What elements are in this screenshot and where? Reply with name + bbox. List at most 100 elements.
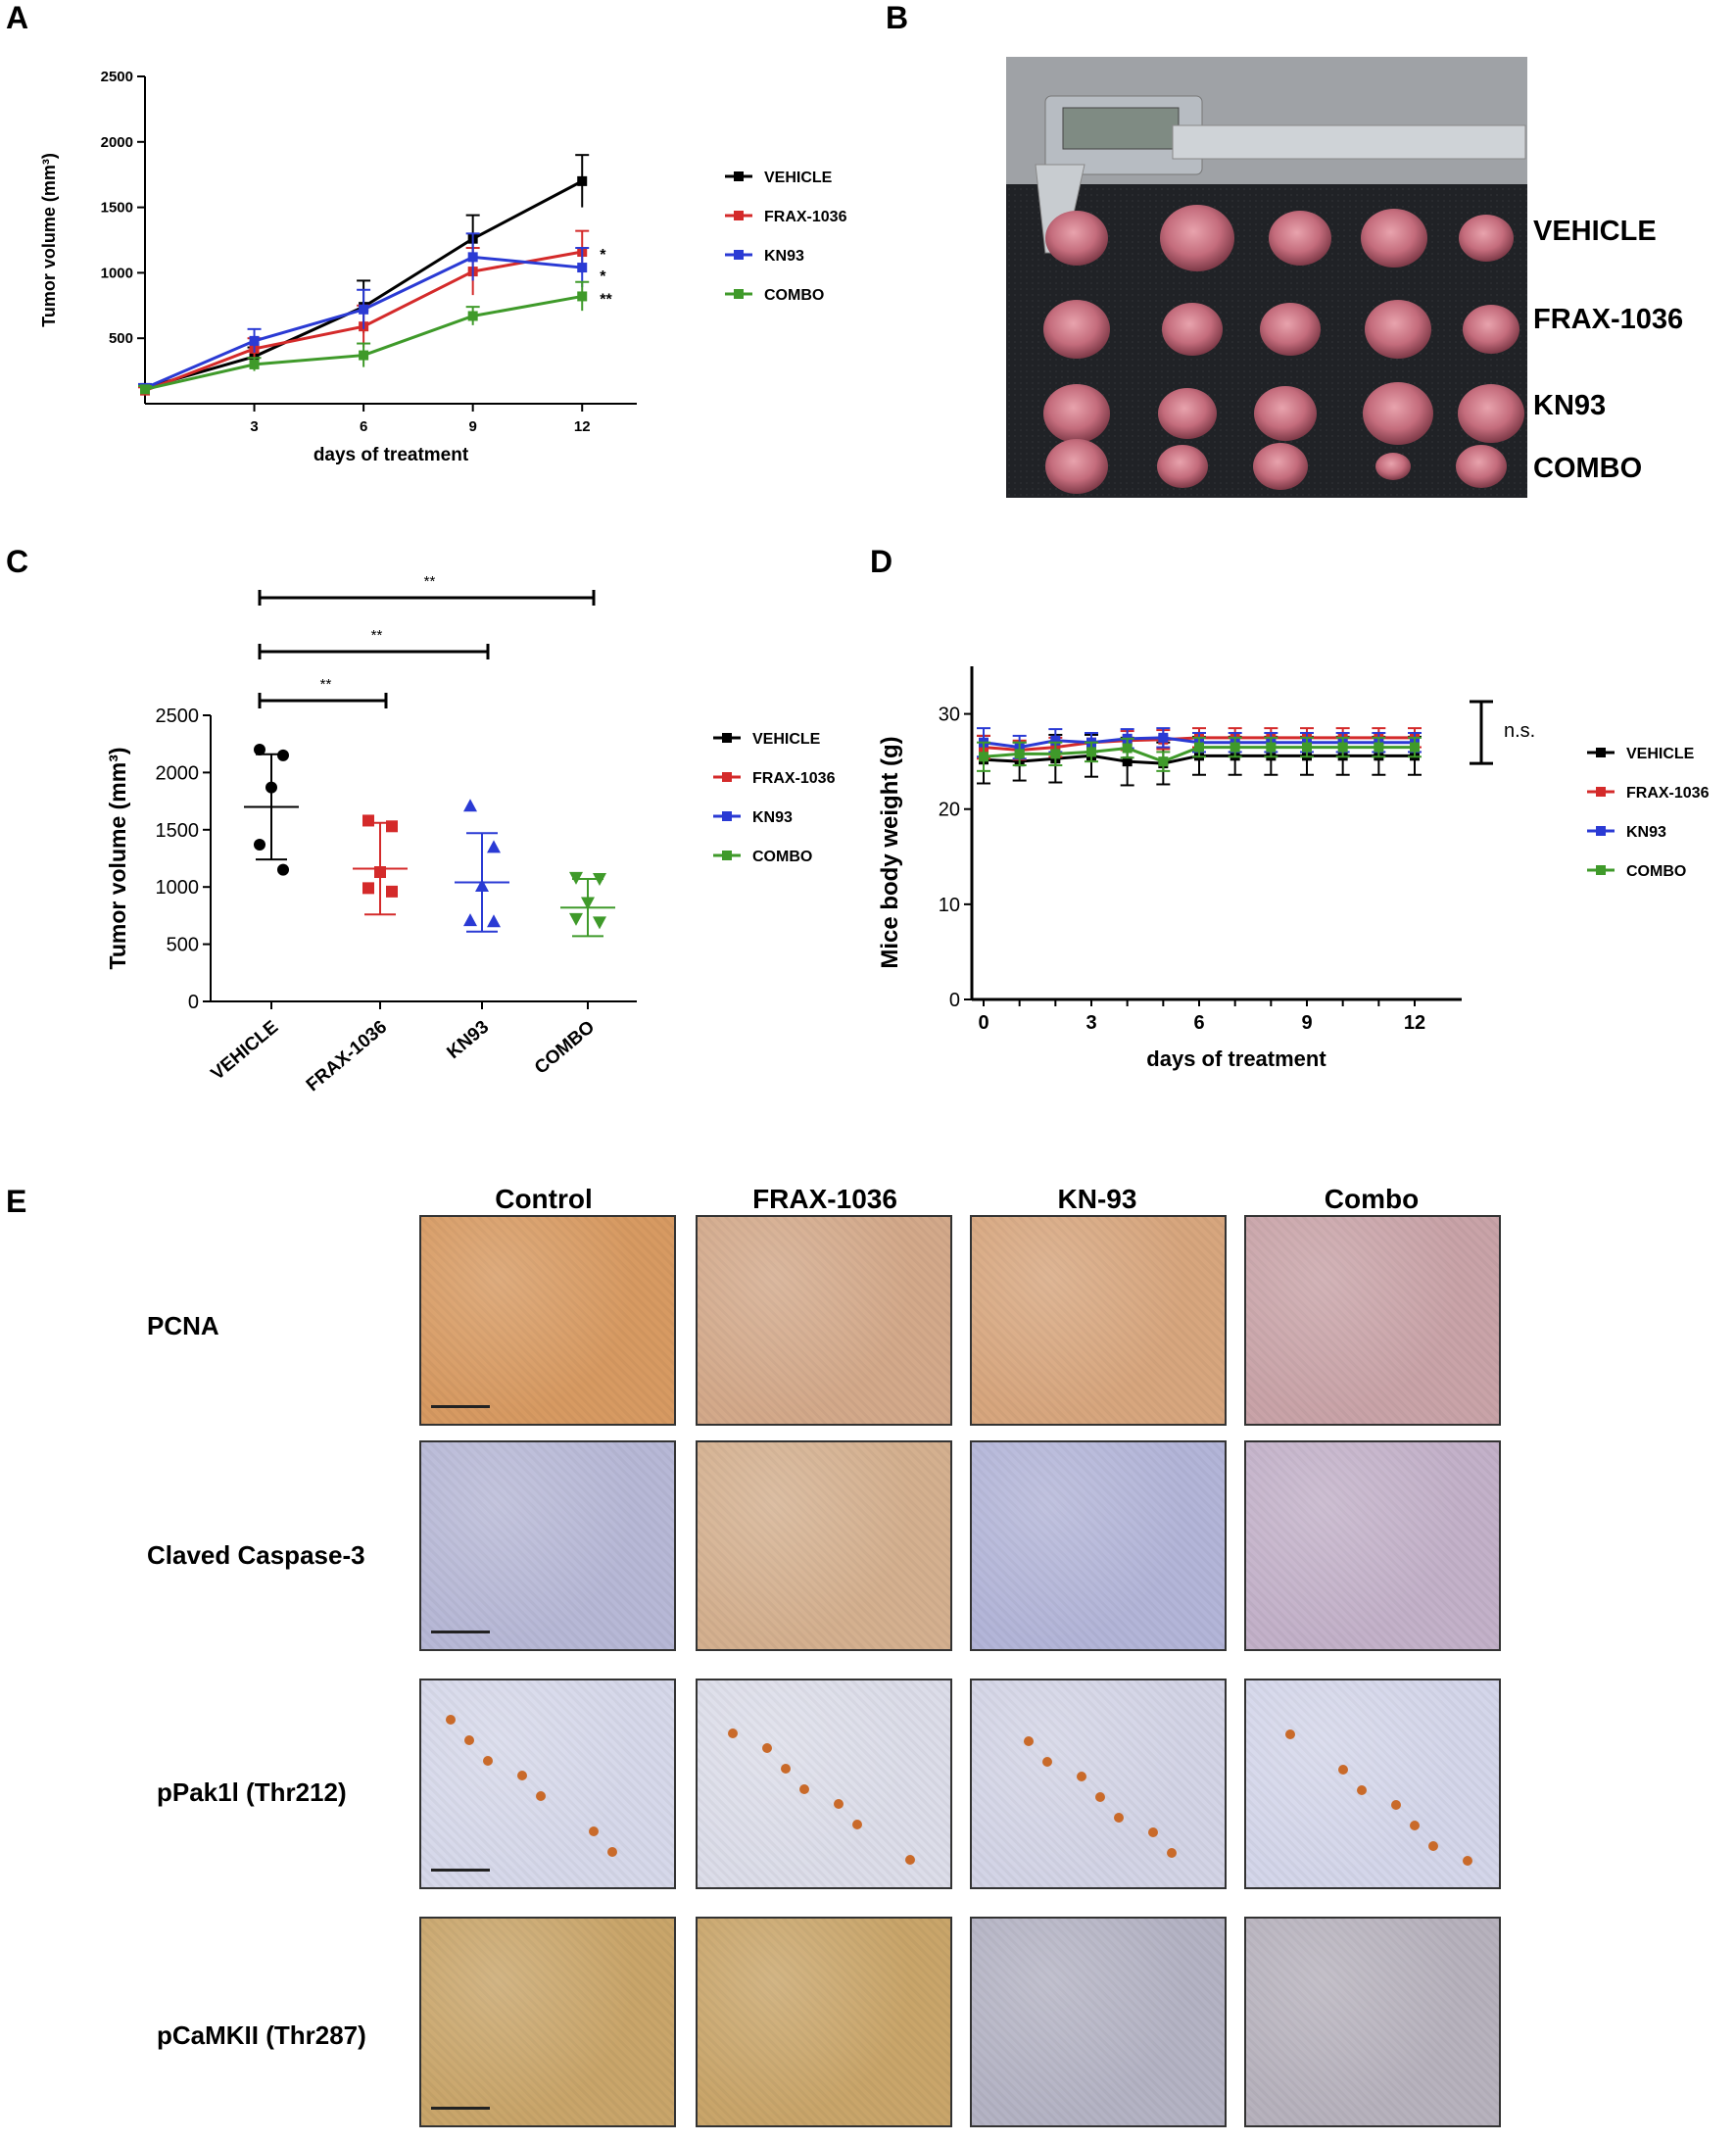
d-point-3-5 xyxy=(1158,756,1169,767)
chart-c-tumor-volume-scatter: 0 500 1000 1500 2000 2500 Tumor volume (mm³) VE… xyxy=(105,573,836,1095)
ihc-stain-spots xyxy=(446,1715,617,1857)
ihc-row-ppak1: pPak1l (Thr212) xyxy=(157,1777,347,1807)
ihc-spot-1-3 xyxy=(781,1764,791,1774)
ihc-image-r0-c2 xyxy=(970,1215,1227,1426)
d-ns-label: n.s. xyxy=(1504,720,1535,742)
ihc-spot-1-0 xyxy=(762,1743,772,1753)
panel-letter-b: B xyxy=(886,0,909,35)
a-ylabel: Tumor volume (mm³) xyxy=(39,153,59,327)
c-point-0-4 xyxy=(277,863,289,876)
ihc-spot-0-4 xyxy=(536,1791,546,1801)
d-point-0-4 xyxy=(1122,756,1133,767)
a-xtick-label-1: 6 xyxy=(360,418,367,435)
ihc-image-r1-c1 xyxy=(696,1440,952,1651)
scale-bar xyxy=(431,1869,490,1872)
c-legend-marker-2 xyxy=(722,811,732,821)
ihc-image-r3-c0 xyxy=(419,1917,676,2127)
tumor-sample-2-1 xyxy=(1158,388,1217,439)
ihc-spot-3-3 xyxy=(1410,1821,1420,1830)
photo-label-kn93: KN93 xyxy=(1533,390,1607,421)
tumor-sample-1-4 xyxy=(1463,305,1519,354)
c-point-3-3 xyxy=(569,912,583,926)
tumor-sample-1-2 xyxy=(1260,303,1321,356)
a-ytick-label-4: 2500 xyxy=(101,69,133,85)
ihc-spot-3-4 xyxy=(1285,1729,1295,1739)
c-point-1-0 xyxy=(362,814,374,827)
ihc-image-r3-c1 xyxy=(696,1917,952,2127)
a-point-3-3 xyxy=(467,311,478,321)
c-point-1-3 xyxy=(362,882,374,895)
ihc-image-r0-c1 xyxy=(696,1215,952,1426)
photo-label-frax: FRAX-1036 xyxy=(1533,304,1684,335)
a-legend-label-1: FRAX-1036 xyxy=(764,209,847,225)
a-point-3-2 xyxy=(359,350,369,361)
a-point-3-4 xyxy=(577,291,588,302)
c-ytick-label-4: 2000 xyxy=(156,762,200,784)
c-point-3-1 xyxy=(593,873,606,887)
ihc-spot-2-0 xyxy=(1077,1772,1086,1781)
a-legend-marker-3 xyxy=(734,289,744,299)
panel-letter-d: D xyxy=(870,544,893,579)
ihc-col-combo: Combo xyxy=(1324,1184,1420,1214)
tumor-samples xyxy=(1043,205,1524,494)
tumor-photo-illustration xyxy=(1006,57,1527,498)
a-legend-label-2: KN93 xyxy=(764,248,804,265)
ihc-spot-0-2 xyxy=(589,1826,599,1836)
d-legend-label-1: FRAX-1036 xyxy=(1626,785,1710,802)
c-point-2-4 xyxy=(487,914,501,928)
d-xtick-label-4: 12 xyxy=(1404,1012,1425,1034)
ihc-stain-spots xyxy=(1285,1729,1472,1866)
d-legend-marker-0 xyxy=(1596,748,1606,757)
ihc-image-r2-c3 xyxy=(1244,1679,1501,1889)
c-ytick-label-1: 500 xyxy=(167,935,199,956)
d-xlabel: days of treatment xyxy=(1146,1047,1326,1071)
ihc-row-pcamkii: pCaMKII (Thr287) xyxy=(157,2020,366,2050)
d-xtick-label-2: 6 xyxy=(1193,1012,1204,1034)
a-ytick-label-3: 2000 xyxy=(101,134,133,151)
a-signif-1: * xyxy=(600,268,606,285)
ihc-spot-2-2 xyxy=(1024,1736,1034,1746)
scale-bar xyxy=(431,2107,490,2110)
d-point-3-2 xyxy=(1050,749,1061,759)
d-point-3-0 xyxy=(979,752,989,762)
c-bracket-label-1: ** xyxy=(371,627,383,644)
c-point-1-4 xyxy=(386,885,398,898)
c-point-1-1 xyxy=(386,820,398,833)
d-legend-label-0: VEHICLE xyxy=(1626,746,1695,762)
d-point-3-1 xyxy=(1014,749,1025,759)
ihc-col-frax: FRAX-1036 xyxy=(752,1184,897,1214)
c-legend-label-1: FRAX-1036 xyxy=(752,770,836,787)
d-xtick-label-1: 3 xyxy=(1085,1012,1096,1034)
ihc-col-control: Control xyxy=(495,1184,593,1214)
d-point-3-11 xyxy=(1374,742,1384,753)
d-ytick-label-2: 20 xyxy=(939,800,960,821)
chart-d-body-weight: 0 10 20 30 0 3 6 9 12 days of treatment Mice body … xyxy=(877,666,1710,1071)
c-point-2-1 xyxy=(487,840,501,853)
panel-letter-a: A xyxy=(6,0,29,35)
tumor-sample-0-0 xyxy=(1045,211,1108,266)
ihc-spot-3-1 xyxy=(1463,1856,1472,1866)
d-legend-marker-1 xyxy=(1596,787,1606,797)
a-legend-marker-1 xyxy=(734,211,744,220)
c-legend-label-0: VEHICLE xyxy=(752,731,821,748)
d-xtick-label-3: 9 xyxy=(1301,1012,1312,1034)
ihc-row-caspase: Claved Caspase-3 xyxy=(147,1540,365,1570)
a-point-3-0 xyxy=(140,384,150,395)
ihc-spot-2-1 xyxy=(1148,1827,1158,1837)
d-ytick-label-0: 0 xyxy=(949,990,960,1011)
c-ytick-label-2: 1000 xyxy=(156,877,200,899)
ihc-spot-0-6 xyxy=(483,1756,493,1766)
ihc-col-kn93: KN-93 xyxy=(1057,1184,1137,1214)
ihc-spot-2-4 xyxy=(1167,1848,1177,1858)
ihc-image-r1-c0 xyxy=(419,1440,676,1651)
d-legend-marker-2 xyxy=(1596,826,1606,836)
scale-bar xyxy=(431,1631,490,1633)
ihc-image-r2-c1 xyxy=(696,1679,952,1889)
panel-letter-e: E xyxy=(6,1184,27,1219)
c-point-0-2 xyxy=(265,781,277,794)
ihc-spot-3-2 xyxy=(1338,1765,1348,1775)
a-ytick-label-0: 500 xyxy=(109,330,133,347)
tumor-sample-1-1 xyxy=(1162,303,1223,356)
d-ytick-label-3: 30 xyxy=(939,705,960,726)
c-legend-marker-1 xyxy=(722,772,732,782)
